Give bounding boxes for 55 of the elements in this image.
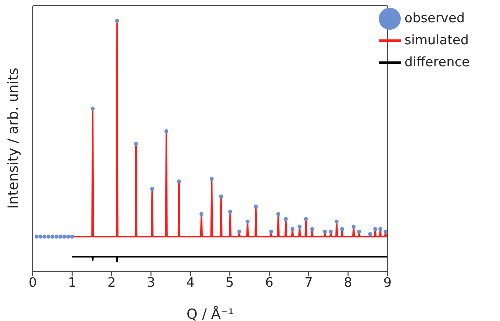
- x-tick-label: 7: [304, 276, 314, 292]
- point: [310, 227, 314, 232]
- point: [384, 230, 388, 234]
- x-tick-label: 1: [68, 276, 77, 292]
- point: [329, 230, 333, 234]
- legend-label: simulated: [404, 34, 469, 49]
- point: [246, 220, 250, 224]
- point: [200, 212, 204, 216]
- point: [115, 19, 120, 24]
- x-tick-label: 3: [147, 276, 156, 292]
- x-tick-label: 2: [108, 276, 116, 292]
- point: [46, 234, 51, 239]
- point: [254, 204, 258, 209]
- x-tick-label: 5: [226, 276, 234, 292]
- point: [368, 232, 372, 236]
- x-tick-label: 0: [28, 276, 38, 292]
- point: [219, 194, 224, 199]
- point: [374, 227, 378, 232]
- point: [334, 220, 339, 224]
- point: [210, 177, 214, 182]
- point: [54, 234, 59, 239]
- point: [270, 230, 274, 234]
- point: [50, 234, 55, 239]
- point: [42, 234, 47, 239]
- point: [290, 227, 295, 232]
- point: [323, 230, 328, 234]
- point: [228, 210, 232, 214]
- point: [177, 180, 182, 184]
- legend-label: observed: [404, 12, 465, 27]
- point: [340, 227, 344, 232]
- point: [357, 230, 362, 234]
- point: [284, 217, 288, 222]
- point: [352, 224, 356, 229]
- point: [58, 234, 63, 239]
- point: [90, 106, 95, 111]
- point: [304, 217, 308, 222]
- point: [38, 234, 43, 239]
- x-tick-label: 4: [186, 276, 195, 292]
- x-axis-title: Q / Å⁻¹: [186, 306, 234, 321]
- point: [378, 227, 383, 232]
- point: [134, 142, 138, 146]
- legend-label: difference: [404, 56, 470, 71]
- point: [164, 130, 169, 134]
- point: [150, 187, 154, 192]
- point: [298, 224, 302, 229]
- x-tick-label: 8: [344, 276, 352, 292]
- point: [238, 230, 242, 234]
- point: [34, 234, 39, 239]
- x-tick-label: 6: [265, 276, 274, 292]
- y-axis-title: Intensity / arb. units: [6, 68, 22, 209]
- x-tick-label: 9: [384, 276, 392, 292]
- point: [66, 234, 70, 239]
- point: [70, 234, 74, 239]
- point: [276, 212, 281, 216]
- point: [62, 234, 66, 239]
